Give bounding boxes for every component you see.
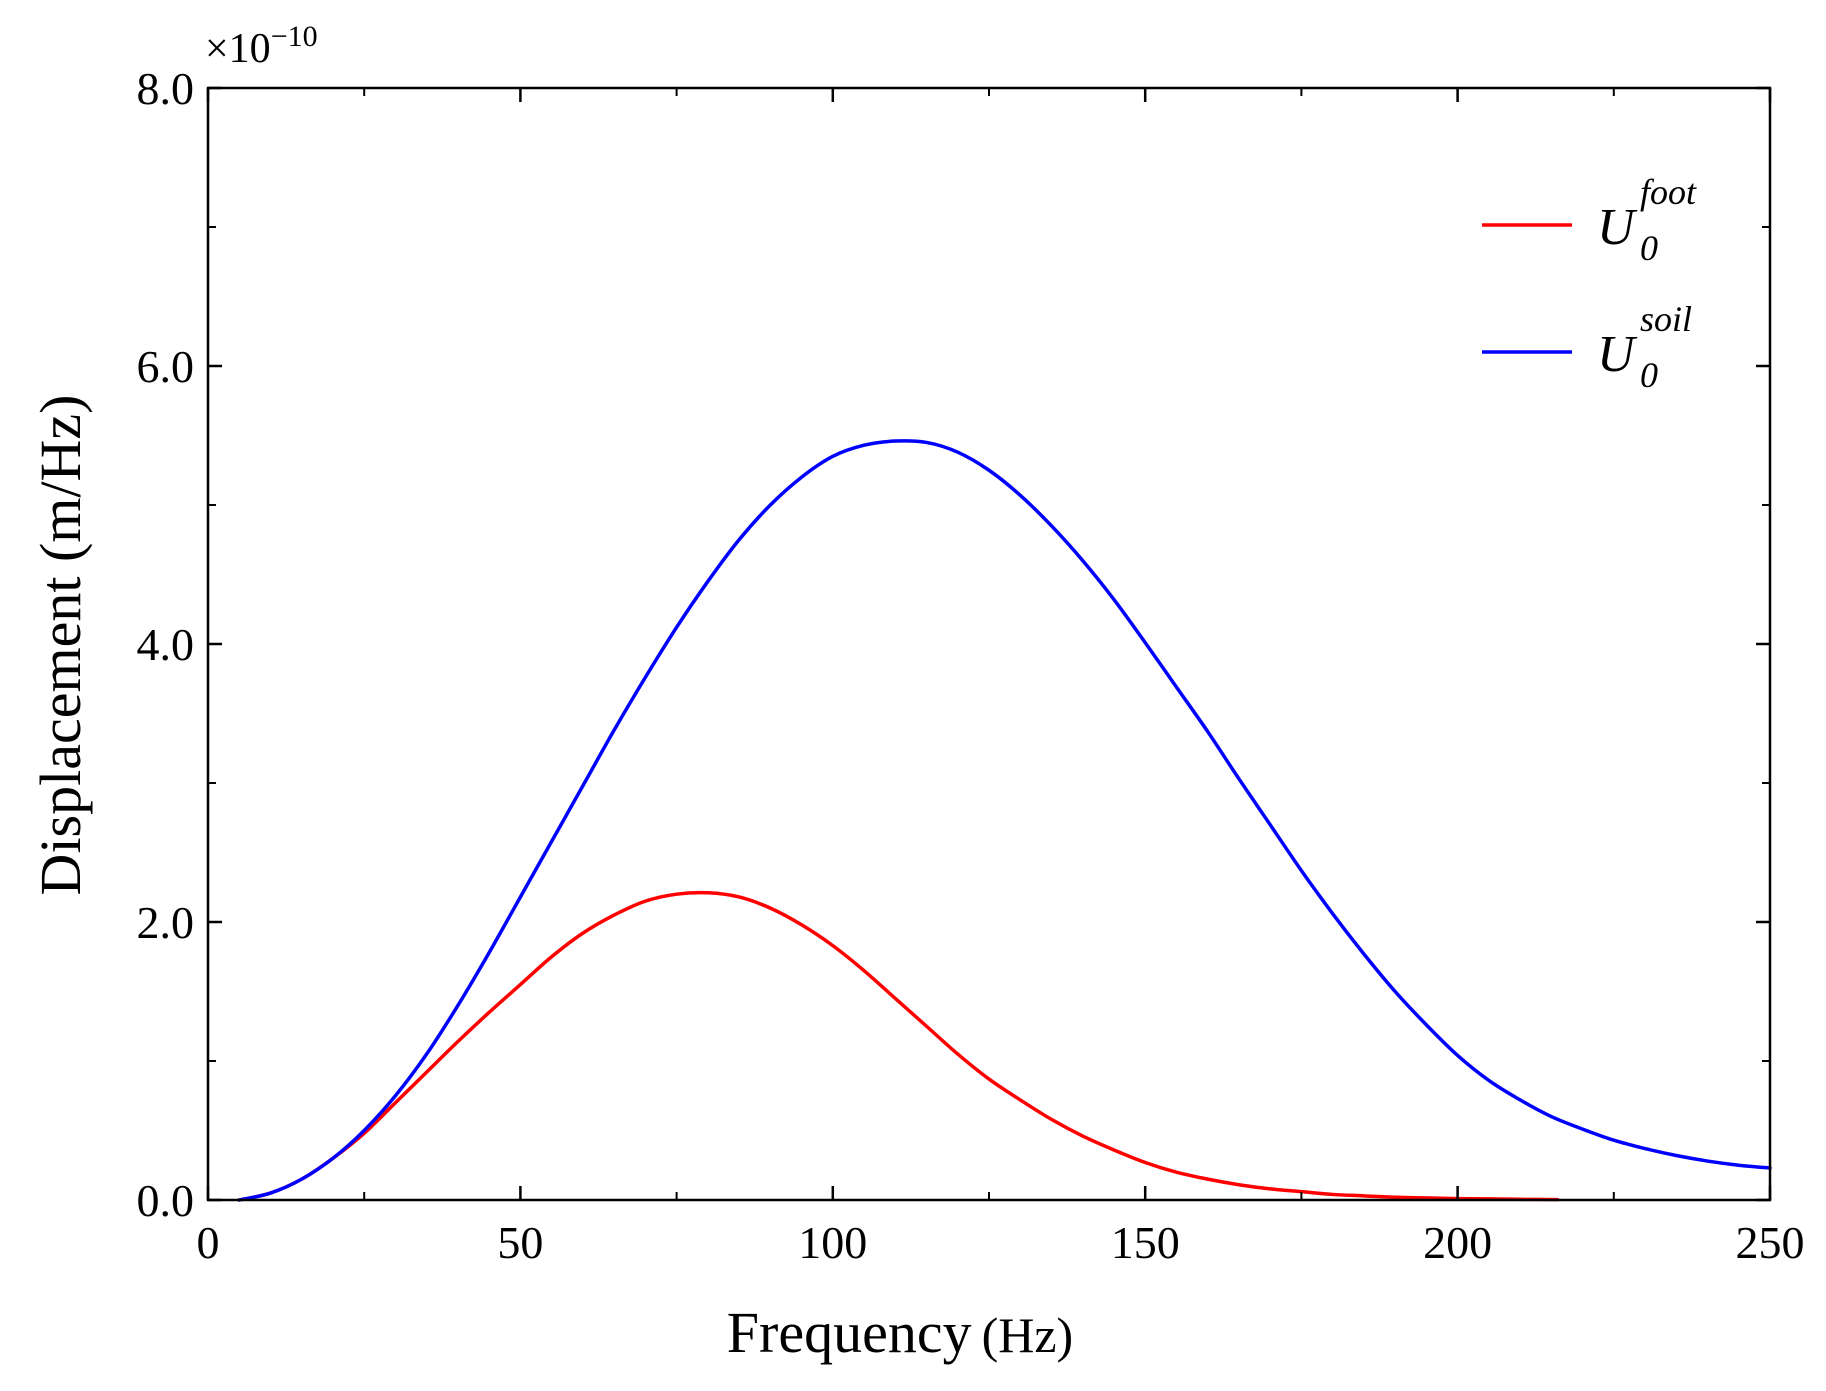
- y-tick-label: 4.0: [137, 619, 195, 670]
- x-axis-title-text: Frequency: [727, 1300, 972, 1365]
- y-tick-label: 2.0: [137, 897, 195, 948]
- legend-entry-soil: U soil 0: [1482, 299, 1692, 395]
- x-tick-label: 0: [197, 1217, 220, 1268]
- legend-label-foot: U: [1597, 199, 1638, 256]
- y-multiplier-exponent: −10: [271, 20, 318, 53]
- legend-label-foot-base: U: [1597, 199, 1638, 256]
- legend-label-foot-sub: 0: [1640, 228, 1658, 268]
- legend-entry-foot: U foot 0: [1482, 172, 1697, 268]
- x-tick-label: 50: [497, 1217, 543, 1268]
- legend: U foot 0 U soil 0: [1482, 172, 1697, 395]
- ticks-layer: 0 50 100 150 200 250 0.0 2.0 4.0 6.0 8.0: [137, 63, 1805, 1268]
- y-tick-label: 0.0: [137, 1175, 195, 1226]
- x-tick-label: 100: [798, 1217, 867, 1268]
- series-line-soil: [237, 439, 1772, 1202]
- y-multiplier-base: ×10: [205, 26, 271, 72]
- legend-label-soil-sub: 0: [1640, 355, 1658, 395]
- legend-label-soil-sup: soil: [1640, 299, 1692, 339]
- legend-label-soil: U: [1597, 326, 1638, 383]
- series-line-foot: [237, 890, 1560, 1202]
- series-layer: [237, 439, 1772, 1202]
- legend-label-foot-sup: foot: [1640, 172, 1697, 212]
- x-tick-label: 200: [1423, 1217, 1492, 1268]
- y-tick-label: 6.0: [137, 341, 195, 392]
- y-axis-title: Displacement (m/Hz): [28, 395, 93, 896]
- x-tick-label: 250: [1736, 1217, 1805, 1268]
- legend-label-soil-base: U: [1597, 326, 1638, 383]
- y-tick-label: 8.0: [137, 63, 195, 114]
- x-tick-label: 150: [1111, 1217, 1180, 1268]
- x-axis-title: Frequency (Hz): [727, 1300, 1073, 1365]
- y-multiplier-label: ×10−10: [205, 20, 318, 72]
- x-axis-title-unit: (Hz): [982, 1307, 1074, 1363]
